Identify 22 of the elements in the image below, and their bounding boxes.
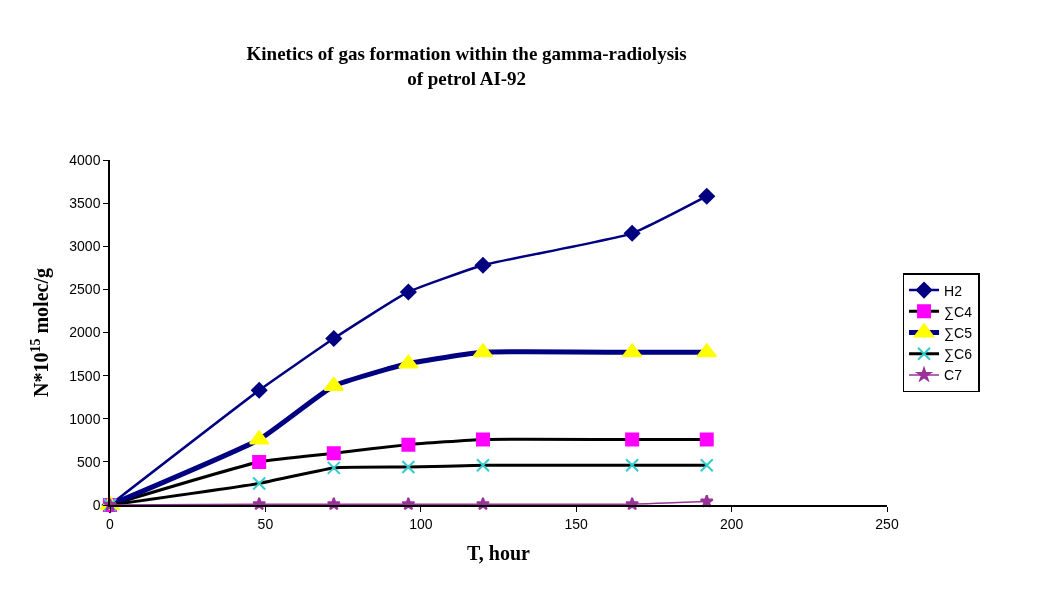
y-tick-label: 2000 [69, 324, 101, 341]
y-tick-label: 2500 [69, 281, 101, 298]
chart-title: Kinetics of gas formation within the gamma-radiolysis of petrol AI-92 [246, 43, 687, 89]
y-tick-label: 500 [77, 453, 101, 470]
x-tick-label: 250 [875, 515, 899, 532]
x-axis-title: T, hour [467, 541, 531, 564]
legend-label: ∑C4 [944, 303, 973, 320]
x-tick-label: 200 [719, 515, 744, 532]
y-tick-label: 1500 [69, 367, 101, 384]
y-tick-label: 0 [92, 496, 101, 513]
y-tick-label: 3000 [69, 238, 101, 255]
x-tick-label: 150 [564, 515, 589, 532]
legend-label: ∑C6 [944, 346, 973, 363]
y-tick-label: 4000 [69, 151, 101, 168]
legend-label: H2 [944, 282, 963, 299]
x-tick-label: 0 [106, 515, 115, 532]
legend-label: ∑C5 [944, 324, 973, 341]
x-tick-label: 50 [257, 515, 274, 532]
x-tick-label: 100 [409, 515, 433, 532]
y-tick-label: 3500 [69, 195, 101, 212]
y-tick-label: 1000 [69, 410, 101, 427]
legend-label: C7 [944, 367, 963, 384]
